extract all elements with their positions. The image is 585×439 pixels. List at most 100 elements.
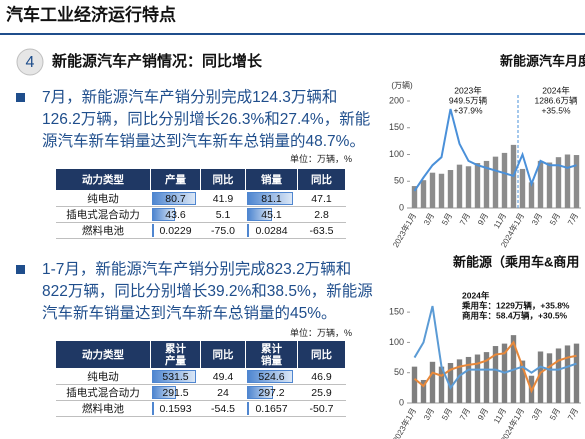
- cell-text: 46.9: [311, 370, 332, 383]
- data-bar: [151, 208, 176, 221]
- x-tick-label: 7月: [458, 212, 472, 227]
- x-tick-label: 7月: [458, 407, 472, 422]
- x-tick-label: 11月: [492, 407, 508, 426]
- y-tick-label: 150: [389, 306, 404, 316]
- data-bar: [151, 402, 154, 415]
- bar: [546, 162, 553, 208]
- section-number: 4: [26, 54, 35, 71]
- bar: [501, 152, 508, 208]
- table-cell: 291.5: [150, 384, 201, 401]
- bar: [519, 360, 526, 403]
- bar: [438, 173, 445, 208]
- table-cell: 25.9: [297, 384, 346, 401]
- table-cell: 43.6: [150, 206, 201, 223]
- x-tick-label: 7月: [566, 407, 580, 422]
- table-cell: -75.0: [200, 222, 246, 239]
- annotation: +35.5%: [541, 105, 571, 115]
- text-line: 源汽车新车销量达到汽车新车总销量的48.7%。: [42, 133, 365, 150]
- cell-text: 45.1: [261, 208, 282, 221]
- data-bar: [151, 224, 154, 237]
- table-cell: 0.1657: [245, 400, 298, 417]
- cell-text: 291.5: [162, 386, 189, 399]
- header-cell: 动力类型: [55, 340, 151, 369]
- x-tick-label: 5月: [548, 212, 562, 227]
- data-bar: [246, 208, 273, 221]
- table-cell: 80.7: [150, 190, 201, 207]
- header-cell: 同比: [200, 168, 246, 191]
- bar: [564, 154, 571, 208]
- bar: [420, 379, 427, 403]
- bar: [456, 359, 463, 403]
- table-row: 燃料电池 0.1593 -54.5 0.1657 -50.7: [55, 400, 346, 417]
- annotation: 乘用车：1229万辆，+35.8%: [461, 300, 570, 310]
- bar: [537, 351, 544, 403]
- bar: [537, 160, 544, 208]
- cell-text: 纯电动: [87, 371, 119, 383]
- data-bar: [246, 402, 249, 415]
- header-row: 动力类型 累计产量 同比 累计销量 同比: [55, 340, 346, 369]
- cell-text: 25.9: [311, 386, 332, 399]
- y-axis-label: (万辆): [391, 80, 413, 90]
- cell-text: 41.9: [212, 192, 234, 205]
- bar: [573, 155, 580, 208]
- bar: [492, 156, 499, 208]
- cell-text: 2.8: [314, 208, 329, 221]
- page-title: 汽车工业经济运行特点: [6, 4, 176, 24]
- bullet-text: 7月，新能源汽车产销分别完成124.3万辆和 126.2万辆，同比分别增长26.3…: [42, 87, 370, 153]
- header-text: 累计销量: [261, 342, 282, 367]
- cell-text: 47.1: [311, 192, 332, 205]
- header-text: 同比: [212, 174, 234, 186]
- header-cell: 产量: [150, 168, 201, 191]
- table-cell: 纯电动: [55, 368, 151, 385]
- y-tick-label: 150: [389, 122, 404, 132]
- x-tick-label: 11月: [492, 212, 508, 231]
- bar: [474, 163, 481, 208]
- x-tick-label: 2023年1月: [390, 406, 418, 439]
- table-cell: 插电式混合动力: [55, 384, 151, 401]
- data-bar: [151, 192, 196, 205]
- table-cell: 81.1: [245, 190, 298, 207]
- annotation: 949.5万辆: [449, 95, 488, 105]
- x-tick-label: 9月: [476, 407, 490, 422]
- cell-text: 81.1: [261, 192, 282, 205]
- bar: [483, 352, 490, 403]
- cell-text: 524.6: [258, 370, 285, 383]
- chart-title: 新能源（乘用车&商用: [453, 254, 579, 269]
- bar: [429, 172, 436, 208]
- annotation: 1286.6万辆: [535, 95, 578, 105]
- header-row: 动力类型 产量 同比 销量 同比: [55, 168, 346, 191]
- y-tick-label: 50: [394, 367, 404, 377]
- table-cell: 纯电动: [55, 190, 151, 207]
- data-bar: [246, 224, 249, 237]
- cell-text: 燃料电池: [82, 225, 124, 237]
- line: [413, 305, 577, 390]
- y-tick-label: 100: [389, 337, 404, 347]
- table-cell: 5.1: [200, 206, 246, 223]
- table-cell: 0.1593: [150, 400, 201, 417]
- bar: [465, 166, 472, 208]
- x-tick-label: 3月: [422, 407, 436, 422]
- cell-text: 0.0284: [255, 224, 288, 237]
- table-cell: -50.7: [297, 400, 346, 417]
- table-cell: 燃料电池: [55, 222, 151, 239]
- table-cell: 24: [200, 384, 246, 401]
- y-tick-label: 200: [389, 95, 404, 105]
- header-cell: 累计产量: [150, 340, 201, 369]
- text-line: 126.2万辆，同比分别增长26.3%和27.4%，新能: [42, 111, 371, 128]
- data-bar: [246, 370, 293, 383]
- bar: [465, 356, 472, 403]
- x-tick-label: 5月: [440, 407, 454, 422]
- cell-text: 插电式混合动力: [66, 209, 140, 221]
- cell-text: -50.7: [309, 402, 334, 415]
- y-tick-label: 0: [399, 397, 404, 407]
- annotation: 商用车：58.4万辆，+30.5%: [462, 310, 568, 320]
- cell-text: -54.5: [211, 402, 235, 415]
- table-row: 纯电动 531.5 49.4 524.6 46.9: [55, 368, 346, 385]
- cell-text: 纯电动: [87, 193, 119, 205]
- x-tick-label: 2023年1月: [390, 211, 418, 249]
- annotation: +37.9%: [453, 105, 483, 115]
- y-tick-label: 50: [394, 176, 404, 186]
- cell-text: -75.0: [211, 224, 235, 237]
- table-row: 插电式混合动力 43.6 5.1 45.1 2.8: [55, 206, 346, 223]
- header-cell: 同比: [297, 168, 346, 191]
